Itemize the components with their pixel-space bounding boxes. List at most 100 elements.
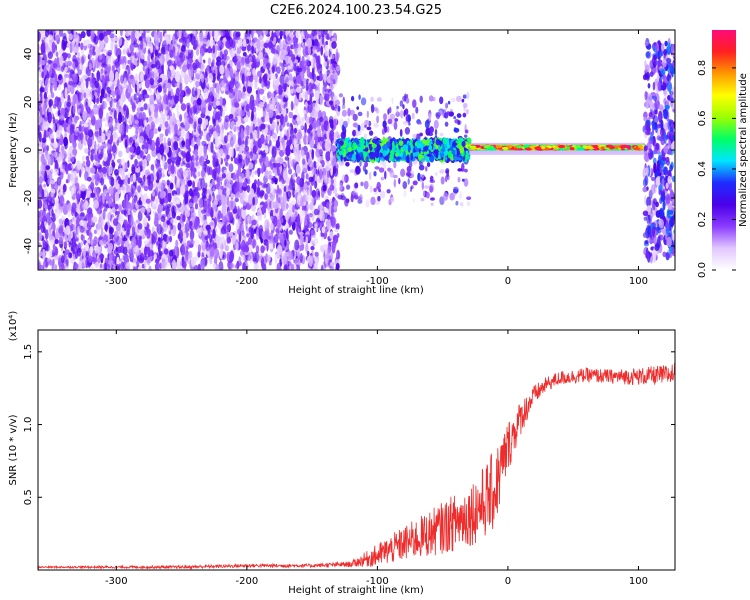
spectrogram-cell bbox=[72, 170, 77, 178]
spectrogram-cell bbox=[40, 81, 43, 88]
spectrogram-cell bbox=[42, 120, 47, 128]
spectrogram-cell bbox=[320, 232, 325, 238]
spectrogram-cell bbox=[93, 229, 97, 235]
spectrogram-cell bbox=[281, 62, 285, 72]
spectrogram-cell bbox=[126, 229, 131, 236]
spectrogram-cell bbox=[59, 195, 64, 203]
spectrogram-cell bbox=[316, 75, 320, 81]
spectrogram-cell bbox=[209, 221, 215, 226]
spectrogram-cell bbox=[119, 123, 125, 136]
spectrogram-cell bbox=[59, 172, 64, 180]
spectrogram-cell bbox=[221, 87, 225, 91]
spectrogram-cell bbox=[252, 196, 256, 206]
spectrogram-cell bbox=[131, 55, 135, 64]
spectrogram-cell bbox=[40, 42, 45, 55]
spectrogram-cell bbox=[148, 265, 152, 270]
spectrogram-cell bbox=[195, 171, 198, 176]
spectrogram-cell bbox=[39, 164, 46, 172]
spectrogram-cell bbox=[171, 259, 177, 270]
spectrogram-cell bbox=[102, 235, 108, 245]
spectrogram-cell bbox=[185, 190, 189, 196]
spectrogram-cell bbox=[325, 88, 331, 93]
spectrogram-cell bbox=[308, 255, 313, 267]
spectrogram-cell bbox=[182, 183, 186, 194]
spectrogram-cell bbox=[286, 232, 289, 242]
spectrogram-cell bbox=[261, 182, 267, 189]
spectrogram-cell bbox=[89, 246, 94, 254]
spectrogram-cell bbox=[66, 42, 70, 48]
spectrogram-cell bbox=[225, 84, 230, 95]
spectrogram-cell bbox=[221, 204, 227, 216]
spectrogram-cell bbox=[335, 262, 340, 270]
spectrogram-cell bbox=[103, 153, 107, 162]
spectrogram-cell bbox=[267, 254, 271, 263]
spectrogram-cell bbox=[41, 71, 45, 79]
spectrogram-cell bbox=[130, 177, 134, 183]
spectrogram-cell bbox=[239, 162, 243, 169]
spectrogram-cell bbox=[274, 253, 278, 264]
spectrogram-cell bbox=[268, 73, 274, 79]
spectrogram-cell bbox=[42, 260, 46, 267]
spectrogram-cell bbox=[256, 87, 260, 99]
spectrogram-cell bbox=[203, 88, 209, 99]
spectrogram-cell bbox=[129, 136, 133, 144]
spectrogram-cell bbox=[58, 184, 63, 192]
spectrogram-cell bbox=[215, 234, 219, 245]
spectrogram-cell bbox=[208, 45, 212, 53]
spectrogram-cell bbox=[93, 95, 96, 105]
spectrogram-cell bbox=[65, 259, 69, 267]
spectrogram-cell bbox=[176, 210, 180, 216]
spectrogram-cell bbox=[129, 42, 135, 53]
spectrogram-cell bbox=[297, 132, 302, 140]
spectrogram-cell bbox=[166, 220, 170, 225]
spectrogram-cell bbox=[176, 256, 180, 266]
spectrogram-cell bbox=[165, 95, 169, 105]
spectrogram-cell bbox=[232, 91, 236, 96]
spectrogram-cell bbox=[137, 200, 143, 206]
spectrogram-cell bbox=[268, 109, 274, 118]
spectrogram-cell bbox=[156, 153, 162, 161]
spectrogram-cell bbox=[190, 256, 196, 267]
spectrogram-cell bbox=[58, 30, 64, 37]
spectrogram-cell bbox=[311, 39, 315, 46]
spectrogram-cell bbox=[214, 197, 218, 206]
spectrogram-cell bbox=[268, 261, 272, 266]
spectrogram-cell bbox=[179, 114, 183, 122]
spectrogram-cell bbox=[222, 224, 227, 232]
spectrogram-cell bbox=[284, 156, 289, 161]
spectrogram-cell bbox=[137, 238, 142, 249]
spectrogram-cell bbox=[75, 263, 79, 269]
spectrogram-cell bbox=[295, 103, 298, 114]
spectrogram-cell bbox=[71, 163, 76, 170]
spectrogram-cell bbox=[207, 73, 214, 83]
spectrogram-cell bbox=[290, 44, 293, 50]
spectrogram-cell bbox=[62, 184, 67, 193]
spectrogram-cell bbox=[200, 61, 205, 72]
spectrogram-cell bbox=[256, 208, 263, 220]
spectrogram-cell bbox=[326, 75, 331, 84]
spectrogram-cell bbox=[217, 210, 222, 220]
spectrogram-cell bbox=[243, 129, 247, 141]
spectrogram-cell bbox=[153, 81, 158, 86]
spectrogram-cell bbox=[97, 143, 100, 150]
spectrogram-cell bbox=[104, 257, 108, 263]
spectrogram-cell bbox=[82, 155, 85, 161]
spectrogram-cell bbox=[224, 135, 228, 144]
spectrogram-cell bbox=[276, 123, 279, 134]
spectrogram-cell bbox=[81, 166, 85, 172]
spectrogram-cell bbox=[52, 230, 55, 236]
spectrogram-cell bbox=[332, 79, 336, 85]
spectrogram-cell bbox=[72, 249, 76, 255]
spectrogram-cell bbox=[131, 101, 136, 113]
spectrogram-cell bbox=[199, 53, 203, 64]
spectrogram-cell bbox=[118, 214, 124, 225]
spectrogram-cell bbox=[306, 250, 310, 257]
spectrogram-cell bbox=[175, 239, 179, 248]
spectrogram-cell bbox=[207, 165, 211, 176]
spectrogram-cell bbox=[131, 114, 134, 123]
spectrogram-cell bbox=[249, 100, 254, 111]
spectrogram-cell bbox=[140, 150, 143, 158]
spectrogram-cell bbox=[114, 169, 119, 176]
spectrogram-cell bbox=[58, 55, 64, 66]
spectrogram-cell bbox=[84, 171, 89, 181]
